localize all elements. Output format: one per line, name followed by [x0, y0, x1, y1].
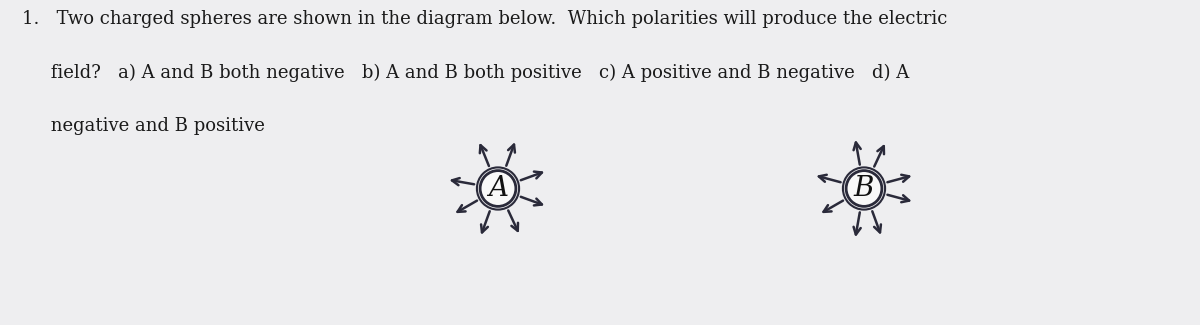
Text: B: B [854, 175, 874, 202]
Text: negative and B positive: negative and B positive [22, 117, 264, 135]
Circle shape [846, 171, 882, 206]
Text: A: A [488, 175, 508, 202]
Text: field?   a) A and B both negative   b) A and B both positive   c) A positive and: field? a) A and B both negative b) A and… [22, 63, 908, 82]
Circle shape [480, 171, 516, 206]
Text: 1.   Two charged spheres are shown in the diagram below.  Which polarities will : 1. Two charged spheres are shown in the … [22, 10, 947, 28]
